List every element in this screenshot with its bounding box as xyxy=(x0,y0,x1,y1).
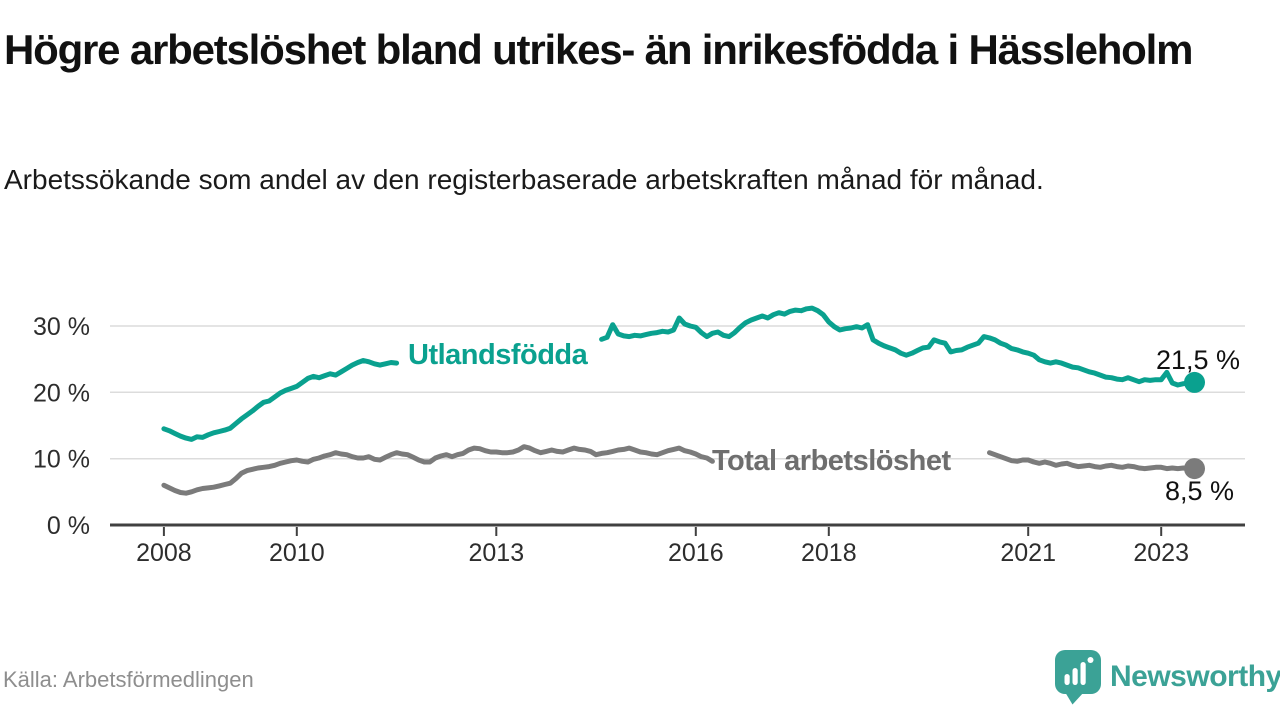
x-tick-label: 2008 xyxy=(136,539,192,567)
source-note: Källa: Arbetsförmedlingen xyxy=(3,667,254,692)
unemployment-line-chart: 0 % 10 % 20 % 30 % 2008 2010 2013 2016 2018 2021 2… xyxy=(33,305,1245,567)
x-tick-label: 2016 xyxy=(668,539,724,567)
newsworthy-bubble-chart-icon xyxy=(1055,650,1101,705)
end-value-utlandsfodda: 21,5 % xyxy=(1155,345,1240,375)
series-line xyxy=(161,358,400,442)
exclamation-dot xyxy=(1087,657,1094,663)
bubble-tail xyxy=(1065,692,1084,705)
series-line xyxy=(161,444,715,496)
x-tick-label: 2018 xyxy=(801,539,857,567)
newsworthy-logo: Newsworthy xyxy=(1054,649,1280,705)
brand-name: Newsworthy xyxy=(1110,660,1280,693)
x-tick-label: 2010 xyxy=(269,539,325,567)
series-end-dot xyxy=(1184,371,1205,393)
bubble-shape xyxy=(1055,650,1101,694)
x-tick-label: 2021 xyxy=(1000,539,1056,567)
y-tick-label: 0 % xyxy=(47,512,90,540)
page-subtitle: Arbetssökande som andel av den registerb… xyxy=(4,164,1044,195)
y-tick-label: 30 % xyxy=(33,313,90,341)
bar-tall xyxy=(1080,662,1086,685)
bar-small xyxy=(1064,674,1070,685)
end-value-total: 8,5 % xyxy=(1164,476,1234,506)
y-tick-label: 10 % xyxy=(33,446,90,474)
y-tick-label: 20 % xyxy=(33,379,90,407)
series-label-utlandsfodda: Utlandsfödda xyxy=(408,339,588,371)
x-tick-label: 2013 xyxy=(468,539,524,567)
series-label-total-arbetsloshet: Total arbetslöshet xyxy=(712,445,951,477)
series-end-dot xyxy=(1184,458,1205,480)
page-title: Högre arbetslöshet bland utrikes- än inr… xyxy=(4,26,1193,73)
x-tick-label: 2023 xyxy=(1133,539,1189,567)
series-line xyxy=(987,450,1197,472)
bar-medium xyxy=(1072,668,1078,685)
series-line xyxy=(599,305,1197,388)
